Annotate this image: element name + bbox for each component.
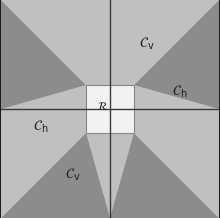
Text: $\mathcal{C}_\mathsf{h}$: $\mathcal{C}_\mathsf{h}$ — [33, 118, 48, 135]
Polygon shape — [134, 0, 219, 109]
Text: $\mathcal{C}_\mathsf{v}$: $\mathcal{C}_\mathsf{v}$ — [65, 166, 81, 183]
Bar — [86, 85, 134, 133]
Text: $\mathcal{C}_\mathsf{v}$: $\mathcal{C}_\mathsf{v}$ — [139, 35, 155, 52]
Polygon shape — [1, 109, 86, 218]
Text: $\mathcal{C}_\mathsf{h}$: $\mathcal{C}_\mathsf{h}$ — [172, 83, 187, 100]
Polygon shape — [134, 109, 219, 218]
Polygon shape — [1, 133, 110, 218]
Polygon shape — [110, 133, 219, 218]
Text: $\mathcal{R}$: $\mathcal{R}$ — [97, 100, 108, 112]
Polygon shape — [110, 0, 219, 85]
Polygon shape — [1, 0, 86, 109]
Polygon shape — [1, 0, 110, 85]
